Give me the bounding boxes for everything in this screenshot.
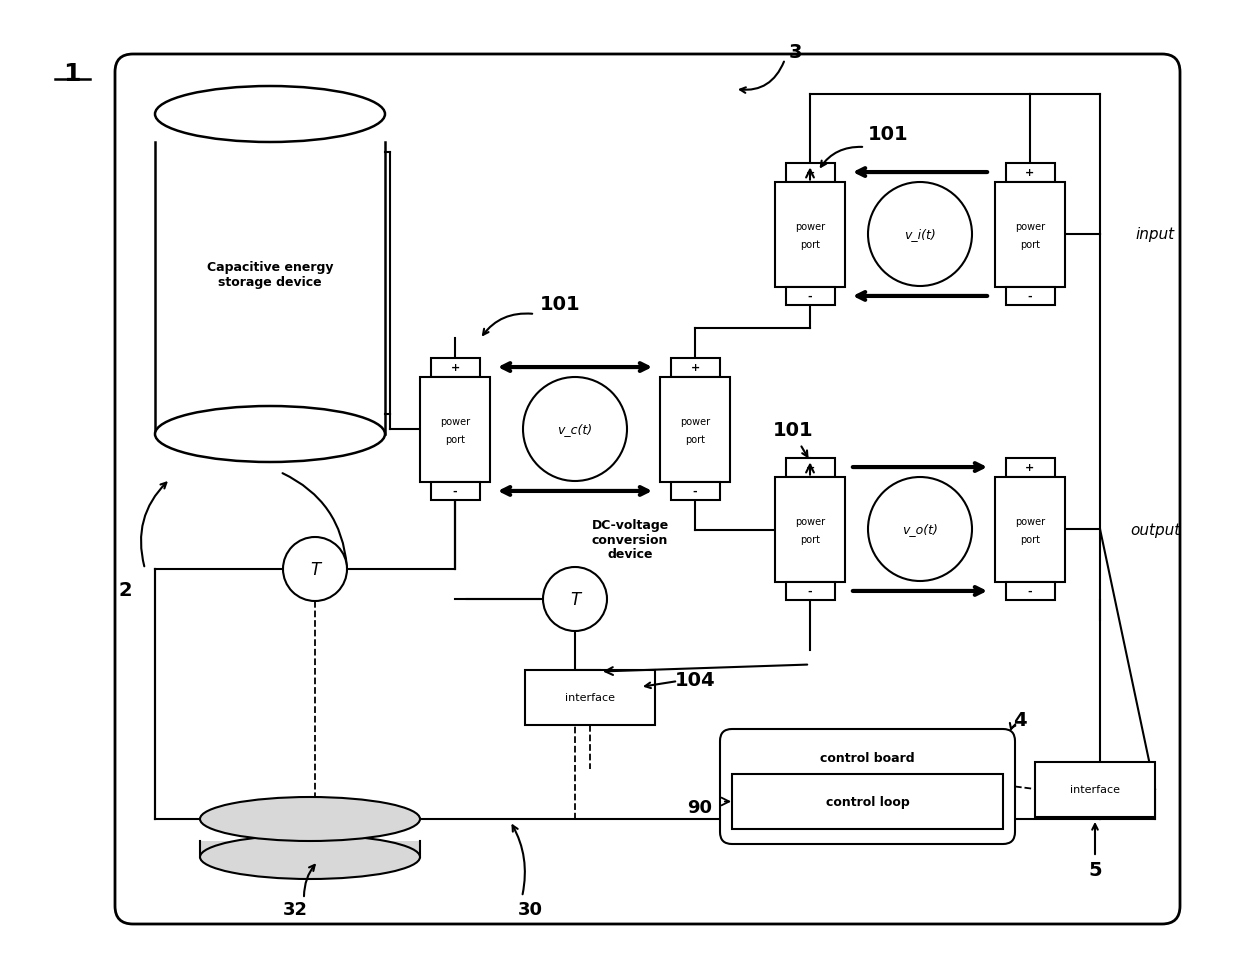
Text: v_c(t): v_c(t) [558,423,593,436]
Text: control loop: control loop [826,795,909,808]
Bar [430,359,480,377]
Text: 104: 104 [675,670,715,689]
Text: +: + [691,362,699,372]
Polygon shape [200,841,420,857]
Text: 90: 90 [687,798,713,816]
Text: power: power [795,517,825,527]
Text: 101: 101 [868,125,909,145]
Text: -: - [1028,586,1033,596]
Bar [775,183,844,287]
Bar [994,477,1065,582]
Text: input: input [1136,228,1174,242]
Bar [785,582,835,601]
Text: power: power [1014,222,1045,232]
Text: control board: control board [820,750,915,764]
Ellipse shape [868,183,972,286]
Bar [1035,762,1154,817]
Bar [660,377,730,482]
Text: port: port [445,435,465,445]
Text: interface: interface [1070,785,1120,794]
Text: +: + [805,462,815,473]
Text: power: power [680,416,711,427]
Text: port: port [800,534,820,544]
Bar [785,458,835,477]
Text: +: + [450,362,460,372]
Ellipse shape [523,378,627,482]
Text: -: - [693,487,697,496]
Bar [671,359,719,377]
Text: interface: interface [565,693,615,702]
Text: power: power [440,416,470,427]
Bar [785,287,835,306]
Text: v_o(t): v_o(t) [901,523,937,536]
Ellipse shape [868,478,972,581]
Bar [775,477,844,582]
Bar [1006,582,1054,601]
Text: port: port [1021,239,1040,250]
Text: 3: 3 [789,42,802,62]
Text: output: output [1130,522,1180,537]
Text: 30: 30 [517,900,543,918]
Bar [1006,287,1054,306]
Text: T: T [310,561,320,578]
Text: power: power [1014,517,1045,527]
Ellipse shape [155,87,384,143]
Polygon shape [155,143,384,435]
Bar [1006,458,1054,477]
Ellipse shape [200,835,420,879]
Text: 4: 4 [1013,709,1027,729]
Ellipse shape [155,406,384,462]
Bar [785,163,835,183]
Text: +: + [1025,168,1034,178]
Text: port: port [800,239,820,250]
Text: 101: 101 [773,420,813,439]
Bar [671,482,719,501]
Text: 32: 32 [283,900,308,918]
FancyBboxPatch shape [720,729,1016,844]
Text: +: + [1025,462,1034,473]
Text: -: - [807,586,812,596]
Text: 2: 2 [118,580,131,599]
Bar [525,670,655,725]
Text: Capacitive energy
storage device: Capacitive energy storage device [207,261,334,289]
Text: port: port [1021,534,1040,544]
Ellipse shape [283,537,347,602]
Ellipse shape [200,797,420,841]
Text: 5: 5 [1089,860,1102,878]
Bar [732,774,1003,829]
Text: power: power [795,222,825,232]
Ellipse shape [543,568,608,631]
Text: -: - [1028,292,1033,302]
Text: +: + [805,168,815,178]
Text: port: port [684,435,706,445]
Bar [1006,163,1054,183]
Bar [430,482,480,501]
Text: v_i(t): v_i(t) [904,229,936,241]
Text: T: T [570,590,580,609]
Text: DC-voltage
conversion
device: DC-voltage conversion device [591,518,668,561]
FancyBboxPatch shape [115,55,1180,924]
Text: 101: 101 [539,295,580,315]
Text: -: - [807,292,812,302]
Bar [994,183,1065,287]
Text: -: - [453,487,458,496]
Text: 1: 1 [63,62,81,86]
Bar [420,377,490,482]
